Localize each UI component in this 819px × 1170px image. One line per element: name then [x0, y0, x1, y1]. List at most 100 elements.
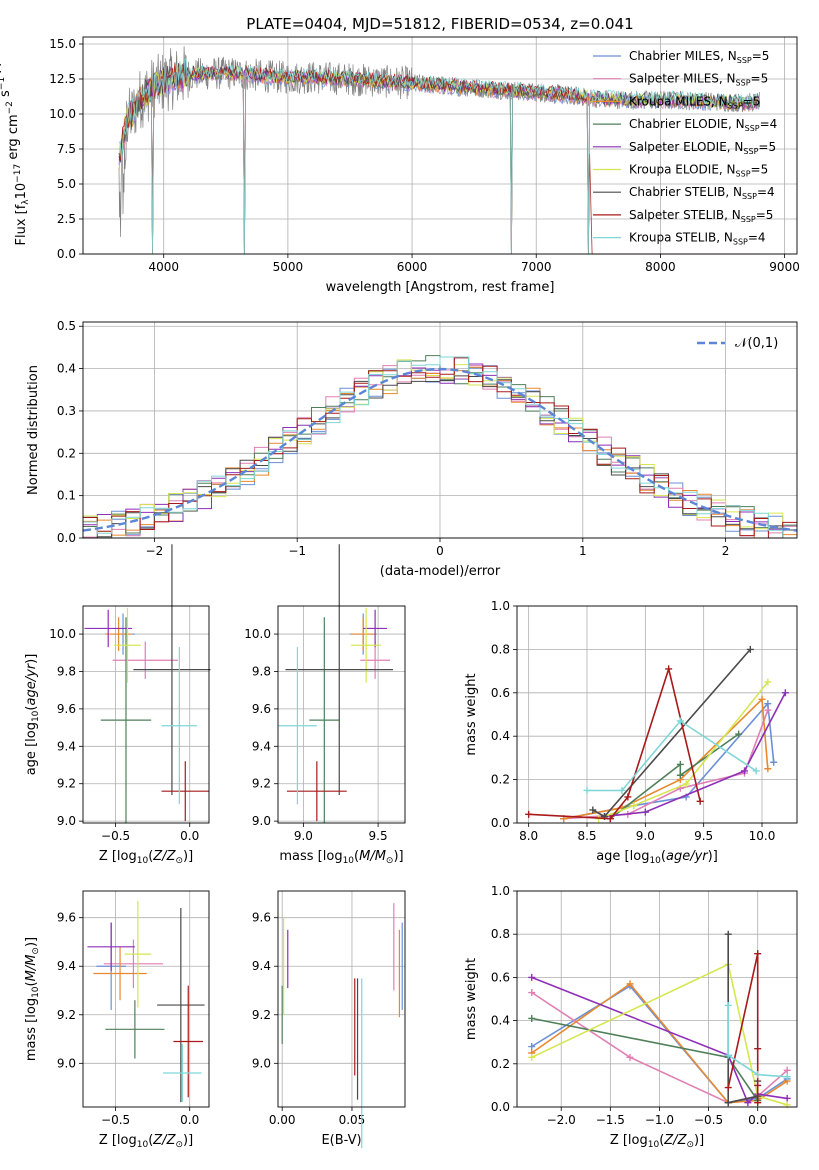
x-tick-label: 9.0 [294, 829, 313, 843]
data-point-marker [618, 786, 626, 794]
x-tick-label: 0.05 [339, 1113, 366, 1127]
y-tick-label: 0.8 [491, 642, 510, 656]
mass-weight-series-line [604, 692, 787, 818]
x-tick-label: 0.0 [180, 829, 199, 843]
age-vs-metallicity-panel: −0.5 0.0 9.0 9.2 9.4 9.6 9.8 10.0 Z [log10(Z/Z⊙)… [24, 544, 211, 866]
data-point-marker [682, 780, 690, 788]
y-tick-label: 0.3 [57, 404, 76, 418]
legend-entry: Chabrier ELODIE, NSSP=4 [629, 117, 777, 133]
x-axis-label: Z [log10(Z/Z⊙)] [610, 1133, 704, 1150]
legend-entry: Salpeter ELODIE, NSSP=5 [629, 140, 776, 156]
mass-vs-extinction-panel: 0.00 0.05 9.0 9.2 9.4 9.6 E(B-V) [252, 890, 406, 1149]
data-point-marker [676, 760, 684, 768]
x-tick-label: 7000 [521, 260, 552, 274]
x-axis-label: (data-model)/error [380, 564, 501, 579]
y-tick-label: 10.0 [49, 627, 76, 641]
figure-title: PLATE=0404, MJD=51812, FIBERID=0534, z=0… [246, 15, 633, 33]
x-axis-label: E(B-V) [321, 1133, 361, 1148]
legend-entry: Kroupa ELODIE, NSSP=5 [629, 163, 768, 179]
data-point-marker [583, 786, 591, 794]
y-tick-label: 0.2 [491, 773, 510, 787]
y-tick-label: 9.0 [252, 1056, 271, 1070]
y-tick-label: 0.1 [57, 489, 76, 503]
x-tick-label: 1 [579, 544, 587, 558]
data-point-marker [754, 950, 762, 958]
data-point-marker [741, 767, 748, 775]
y-tick-label: 9.6 [252, 911, 271, 925]
y-tick-label: 15.0 [49, 37, 76, 51]
y-tick-label: 9.2 [252, 777, 271, 791]
axes-frame [277, 605, 406, 824]
mass-weight-series-line [587, 719, 757, 792]
mass-weight-series-line [531, 1017, 759, 1101]
x-tick-label: 4000 [148, 260, 179, 274]
data-point-marker [746, 645, 754, 653]
y-tick-label: 0.2 [57, 446, 76, 460]
data-point-marker [528, 1014, 536, 1022]
axes-frame [82, 321, 798, 539]
x-axis-label: age [log10(age/yr)] [596, 849, 718, 866]
x-tick-label: −0.5 [101, 829, 130, 843]
x-tick-label: 8.0 [519, 829, 538, 843]
data-point-marker [528, 973, 536, 981]
data-point-marker [525, 810, 533, 818]
y-tick-label: 9.2 [252, 1008, 271, 1022]
y-tick-label: 0.0 [491, 1100, 510, 1114]
y-tick-label: 9.8 [252, 664, 271, 678]
axes-frame [277, 890, 406, 1108]
legend-entry: Kroupa MILES, NSSP=5 [629, 94, 760, 110]
x-axis-label: Z [log10(Z/Z⊙)] [99, 1133, 193, 1150]
x-tick-label: −0.5 [694, 1113, 723, 1127]
y-tick-label: 5.0 [57, 177, 76, 191]
data-point-marker [744, 1099, 752, 1107]
y-tick-label: 9.6 [57, 911, 76, 925]
y-tick-label: 12.5 [49, 72, 76, 86]
data-point-marker [735, 730, 743, 738]
x-axis-label: wavelength [Angstrom, rest frame] [326, 280, 555, 295]
data-point-marker [624, 793, 632, 801]
y-axis-label: Normed distribution [26, 365, 41, 495]
y-tick-label: 0.4 [57, 362, 76, 376]
y-tick-label: 1.0 [491, 884, 510, 898]
histogram-series [83, 355, 797, 539]
y-tick-label: 9.2 [57, 777, 76, 791]
y-tick-label: 0.6 [491, 686, 510, 700]
data-point-marker [764, 678, 772, 686]
y-tick-label: 0.4 [491, 1014, 510, 1028]
y-tick-label: 9.4 [57, 739, 76, 753]
data-point-marker [528, 1053, 536, 1061]
normal-reference-curve [82, 367, 798, 532]
x-tick-label: 0.00 [269, 1113, 296, 1127]
data-point-marker [783, 1094, 791, 1102]
axes-frame [82, 605, 210, 824]
data-point-marker [764, 765, 772, 773]
data-point-marker [754, 1045, 762, 1053]
y-axis-label: age [log10(age/yr)] [24, 654, 41, 776]
x-tick-label: −1 [288, 544, 306, 558]
data-point-marker [589, 806, 597, 814]
x-tick-label: 9.5 [694, 829, 713, 843]
x-tick-label: 0 [436, 544, 444, 558]
age-vs-mass-panel: 9.0 9.5 9.0 9.2 9.4 9.6 9.8 10.0 mass [log10(M/M… [244, 544, 406, 866]
y-tick-label: 1.0 [491, 599, 510, 613]
data-point-marker [764, 700, 772, 708]
residual-histogram-panel: −2 −1 0 1 2 0.0 0.1 0.2 0.3 0.4 0.5 (data-model)/er… [26, 319, 798, 579]
data-point-marker [752, 767, 760, 775]
y-tick-label: 0.4 [491, 729, 510, 743]
y-tick-label: 0.0 [491, 816, 510, 830]
y-tick-label: 9.4 [252, 739, 271, 753]
y-tick-label: 9.4 [57, 959, 76, 973]
data-point-marker [696, 797, 704, 805]
x-tick-label: 5000 [273, 260, 304, 274]
data-point-marker [528, 989, 536, 997]
legend-entry: Kroupa STELIB, NSSP=4 [629, 231, 766, 247]
x-tick-label: 9000 [769, 260, 800, 274]
histogram-series [83, 375, 797, 539]
y-tick-label: 10.0 [49, 107, 76, 121]
data-point-marker [724, 1084, 732, 1092]
data-point-marker [770, 758, 778, 766]
y-tick-label: 10.0 [244, 627, 271, 641]
mass-weight-series-line [528, 665, 701, 820]
x-tick-label: 8.5 [577, 829, 596, 843]
data-point-marker [754, 1081, 762, 1089]
